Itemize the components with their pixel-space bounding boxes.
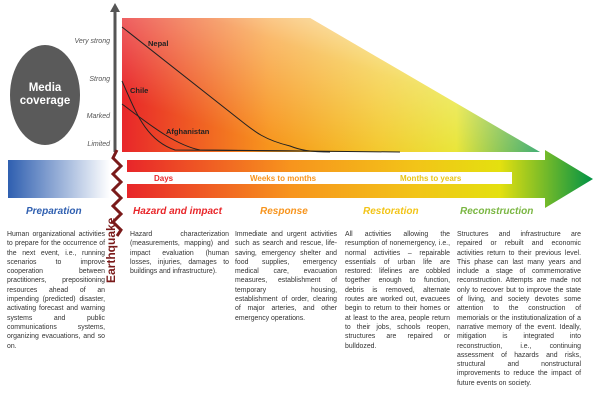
label-afghanistan: Afghanistan (166, 127, 210, 136)
text-reconstruction: Structures and infrastructure are repair… (457, 231, 581, 387)
curve-chile (121, 80, 301, 152)
media-label-1: Media (28, 82, 62, 94)
y-level-very-strong: Very strong (74, 38, 110, 45)
curve-afghanistan (121, 103, 401, 153)
text-restoration: All activities allowing the resumption o… (345, 231, 450, 350)
label-nepal: Nepal (148, 39, 169, 48)
y-level-strong: Strong (89, 76, 110, 83)
heading-restoration: Restoration (363, 206, 419, 217)
media-coverage-fade (122, 18, 540, 152)
band-months: Months to years (400, 174, 462, 183)
heading-preparation: Preparation (26, 206, 82, 217)
text-hazard: Hazard characterization (measurements, m… (130, 231, 229, 276)
earthquake-label: Earthquake (104, 217, 118, 283)
text-response: Immediate and urgent activities such as … (235, 231, 337, 322)
y-axis-arrowhead (110, 3, 120, 12)
timeline-stripe (127, 172, 512, 184)
earthquake-zigzag (110, 149, 124, 237)
media-label-2: coverage (19, 95, 71, 107)
band-weeks: Weeks to months (250, 174, 317, 183)
preparation-band (8, 160, 110, 198)
heading-hazard: Hazard and impact (133, 206, 222, 217)
heading-response: Response (260, 206, 308, 217)
heading-reconstruction: Reconstruction (460, 206, 534, 217)
label-chile: Chile (130, 86, 149, 95)
band-days: Days (154, 174, 174, 183)
media-coverage-ellipse: Media coverage (10, 45, 80, 145)
y-level-marked: Marked (86, 113, 110, 120)
text-preparation: Human organizational activities to prepa… (7, 231, 105, 350)
y-level-limited: Limited (87, 141, 110, 148)
